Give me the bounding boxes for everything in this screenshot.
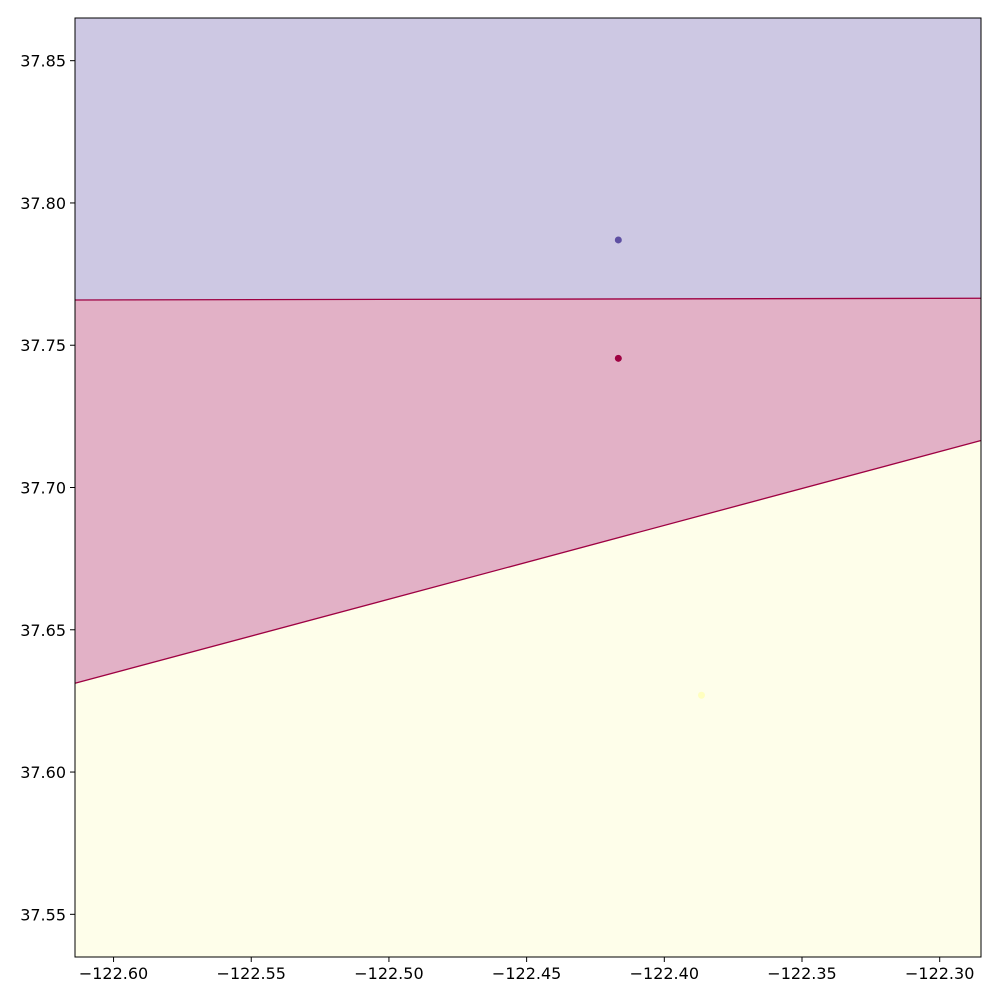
y-tick-label: 37.65 xyxy=(20,621,66,640)
regions-layer xyxy=(75,18,981,957)
boundary-line-2 xyxy=(74,439,982,684)
data-point-2 xyxy=(614,354,622,362)
x-axis: −122.60 −122.55 −122.50 −122.45 −122.40 −122.… xyxy=(79,957,974,983)
data-point-3 xyxy=(697,691,705,699)
region-1 xyxy=(75,18,981,300)
x-tick-label: −122.55 xyxy=(217,964,286,983)
data-point-1 xyxy=(614,236,622,244)
boundary-line-1 xyxy=(74,297,982,301)
region-2 xyxy=(75,298,981,684)
x-tick-label: −122.35 xyxy=(767,964,836,983)
y-tick-label: 37.85 xyxy=(20,52,66,71)
boundaries-layer xyxy=(74,297,982,684)
x-tick-label: −122.45 xyxy=(492,964,561,983)
y-tick-label: 37.60 xyxy=(20,763,66,782)
x-tick-label: −122.50 xyxy=(354,964,423,983)
y-tick-label: 37.70 xyxy=(20,479,66,498)
region-3 xyxy=(75,440,981,957)
y-tick-label: 37.80 xyxy=(20,194,66,213)
y-axis: 37.55 37.60 37.65 37.70 37.75 37.80 37.85 xyxy=(20,52,75,924)
x-tick-label: −122.60 xyxy=(79,964,148,983)
points-layer xyxy=(614,236,705,699)
y-tick-label: 37.75 xyxy=(20,336,66,355)
y-tick-label: 37.55 xyxy=(20,905,66,924)
x-tick-label: −122.40 xyxy=(630,964,699,983)
x-tick-label: −122.30 xyxy=(905,964,974,983)
